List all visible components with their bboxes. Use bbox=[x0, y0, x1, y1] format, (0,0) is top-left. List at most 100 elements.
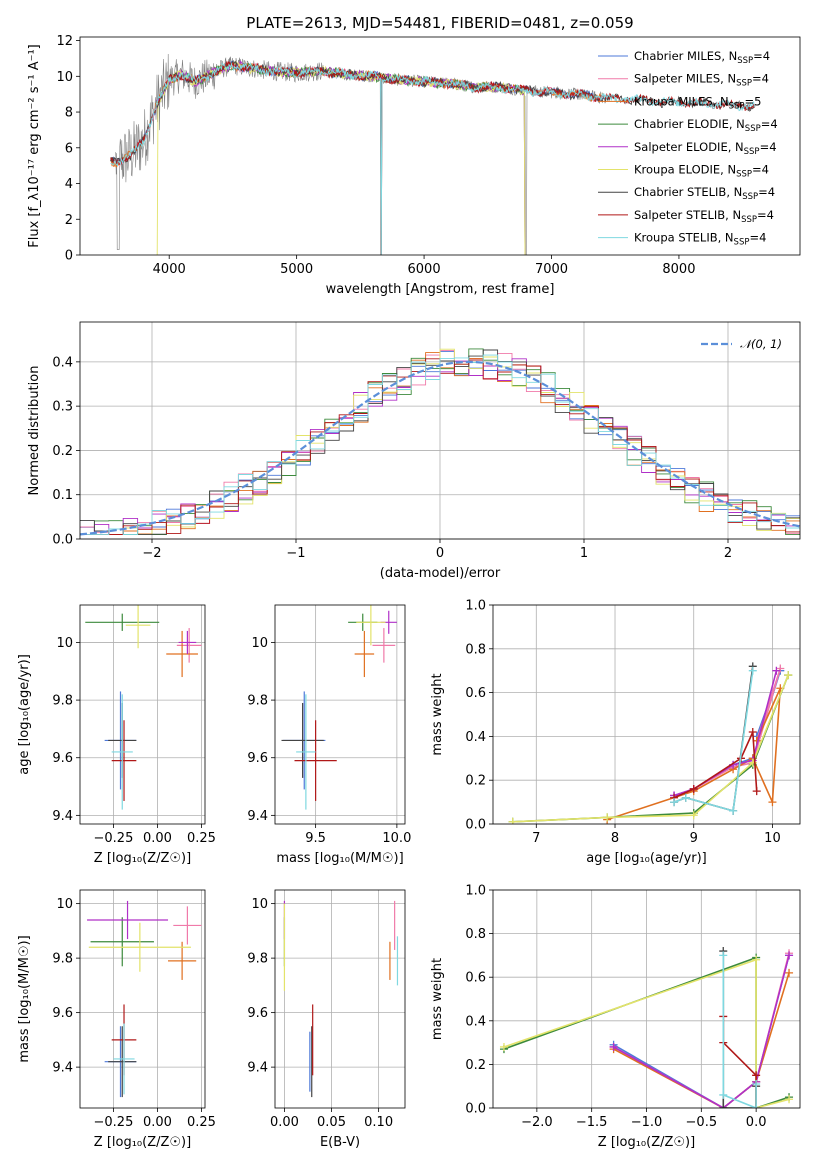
x-tick-label: −2 bbox=[142, 546, 161, 561]
y-tick-label: 0.6 bbox=[465, 971, 486, 986]
plot-area bbox=[110, 53, 756, 255]
legend-label: Kroupa ELODIE, NSSP=4 bbox=[634, 163, 769, 180]
y-axis-label: mass weight bbox=[430, 673, 445, 755]
x-tick-label: 0.00 bbox=[270, 1115, 299, 1130]
errorbar-kroupa-miles bbox=[168, 941, 197, 980]
x-tick-label: −0.25 bbox=[94, 831, 134, 846]
legend-subscript: SSP bbox=[736, 170, 752, 180]
errorbar-salpeter-miles bbox=[176, 628, 202, 663]
legend-subscript: SSP bbox=[745, 124, 761, 134]
x-tick-label: −1.0 bbox=[631, 1115, 663, 1130]
errorbar-kroupa-miles bbox=[354, 630, 375, 678]
normal-distribution-curve bbox=[80, 360, 800, 536]
errorbar-salpeter-stelib bbox=[294, 720, 337, 801]
model-spectrum-salpeter-elodie bbox=[156, 60, 526, 255]
legend-subscript: SSP bbox=[742, 192, 758, 202]
y-tick-label: 0.2 bbox=[465, 1058, 486, 1073]
y-axis-label: age [log₁₀(age/yr)] bbox=[17, 654, 32, 775]
x-tick-label: 0.0 bbox=[746, 1115, 767, 1130]
axes-frame bbox=[492, 889, 801, 1109]
legend-series-name: Salpeter ELODIE, N bbox=[634, 140, 744, 154]
legend-series-name: Kroupa MILES, N bbox=[634, 94, 729, 108]
y-tick-label: 0.8 bbox=[465, 642, 486, 657]
plus-marker bbox=[785, 951, 794, 960]
weight-vs-age-plot: 7 8 9 10 0.0 0.2 0.4 0.6 0.8 1.0 age [log₁₀(age/yr… bbox=[430, 599, 801, 866]
legend-nssp: =5 bbox=[744, 94, 761, 108]
legend-label: Chabrier STELIB, NSSP=4 bbox=[634, 185, 775, 202]
weight-vs-metallicity-plot: −2.0 −1.5 −1.0 −0.5 0.0 0.0 0.2 0.4 0.6 0.8 1.0 Z [… bbox=[430, 884, 801, 1150]
plus-marker bbox=[729, 806, 738, 815]
legend-series-name: Chabrier MILES, N bbox=[634, 49, 737, 63]
y-tick-label: 0.3 bbox=[52, 400, 73, 415]
x-tick-label: 0.10 bbox=[364, 1115, 393, 1130]
axes-frame bbox=[79, 321, 801, 540]
x-axis-label: age [log₁₀(age/yr)] bbox=[586, 851, 707, 866]
plus-marker bbox=[670, 798, 679, 807]
x-tick-label: 0.00 bbox=[143, 1115, 172, 1130]
errorbar-kroupa-elodie bbox=[88, 922, 191, 972]
x-tick-label: 0.25 bbox=[187, 1115, 216, 1130]
y-tick-label: 0.4 bbox=[465, 730, 486, 745]
plus-marker bbox=[719, 1090, 728, 1099]
y-tick-label: 4 bbox=[65, 177, 73, 192]
x-tick-label: 8000 bbox=[662, 262, 695, 277]
plot-area bbox=[499, 947, 794, 1108]
y-tick-label: 0.2 bbox=[465, 774, 486, 789]
x-tick-label: 2 bbox=[724, 546, 732, 561]
weight-line-chabrier-stelib bbox=[673, 666, 754, 812]
plus-marker bbox=[689, 784, 698, 793]
legend-series-name: Chabrier ELODIE, N bbox=[634, 117, 745, 131]
x-tick-label: 6000 bbox=[408, 262, 441, 277]
y-tick-label: 9.6 bbox=[52, 751, 73, 766]
x-tick-label: −1.5 bbox=[576, 1115, 608, 1130]
y-tick-label: 9.4 bbox=[52, 1061, 73, 1076]
legend-nssp: =4 bbox=[752, 163, 769, 177]
y-tick-label: 8 bbox=[65, 106, 73, 121]
y-tick-label: 6 bbox=[65, 141, 73, 156]
legend-subscript: SSP bbox=[729, 101, 745, 111]
spectrum-plot: 4000 5000 6000 7000 8000 0 2 4 6 8 10 12 wavelength … bbox=[27, 34, 801, 297]
plus-marker bbox=[681, 793, 690, 802]
plus-marker bbox=[772, 666, 781, 675]
errorbar-salpeter-elodie bbox=[178, 630, 197, 654]
plus-marker bbox=[785, 968, 794, 977]
x-axis-label: Z [log₁₀(Z/Z☉)] bbox=[94, 851, 191, 866]
x-axis-label: E(B-V) bbox=[320, 1135, 360, 1150]
errorbar-salpeter-stelib bbox=[111, 720, 137, 801]
model-spectrum-chabrier-elodie bbox=[156, 62, 526, 255]
weight-line-salpeter-elodie bbox=[613, 955, 790, 1108]
errorbar-kroupa-miles bbox=[166, 630, 198, 678]
plus-marker bbox=[719, 951, 728, 960]
plus-marker bbox=[609, 1042, 618, 1051]
histogram-kroupa-stelib bbox=[80, 354, 800, 536]
x-tick-label: −0.25 bbox=[94, 1115, 134, 1130]
model-spectrum-chabrier-stelib bbox=[110, 60, 756, 255]
plot-area bbox=[85, 605, 202, 810]
x-tick-label: 10.0 bbox=[382, 831, 411, 846]
plus-marker bbox=[689, 811, 698, 820]
model-spectrum-kroupa-elodie bbox=[156, 60, 526, 255]
plus-marker bbox=[719, 1104, 728, 1108]
y-tick-label: 9.8 bbox=[247, 952, 268, 967]
y-tick-label: 10 bbox=[251, 636, 268, 651]
errorbar-chabrier-elodie bbox=[90, 917, 154, 967]
weight-line-chabrier-elodie bbox=[512, 674, 789, 823]
axes-frame bbox=[492, 604, 801, 825]
errorbar-salpeter-miles bbox=[173, 906, 202, 945]
x-axis-label: mass [log₁₀(M/M☉)] bbox=[276, 851, 403, 866]
legend-label: Salpeter STELIB, NSSP=4 bbox=[634, 208, 774, 225]
y-tick-label: 9.8 bbox=[247, 694, 268, 709]
y-axis-label: mass [log₁₀(M/M☉)] bbox=[17, 935, 32, 1062]
errorbar-salpeter-elodie bbox=[87, 900, 169, 940]
legend-series-name: Kroupa ELODIE, N bbox=[634, 163, 736, 177]
y-tick-label: 0.6 bbox=[465, 686, 486, 701]
plus-marker bbox=[508, 817, 517, 824]
plus-marker bbox=[748, 666, 757, 675]
y-tick-label: 9.4 bbox=[247, 1061, 268, 1076]
y-tick-label: 9.6 bbox=[247, 1006, 268, 1021]
axes-frame bbox=[79, 889, 206, 1109]
y-axis-label: mass weight bbox=[430, 958, 445, 1040]
y-tick-label: 0.4 bbox=[465, 1014, 486, 1029]
legend-subscript: SSP bbox=[737, 56, 753, 66]
axes-frame bbox=[79, 36, 801, 256]
